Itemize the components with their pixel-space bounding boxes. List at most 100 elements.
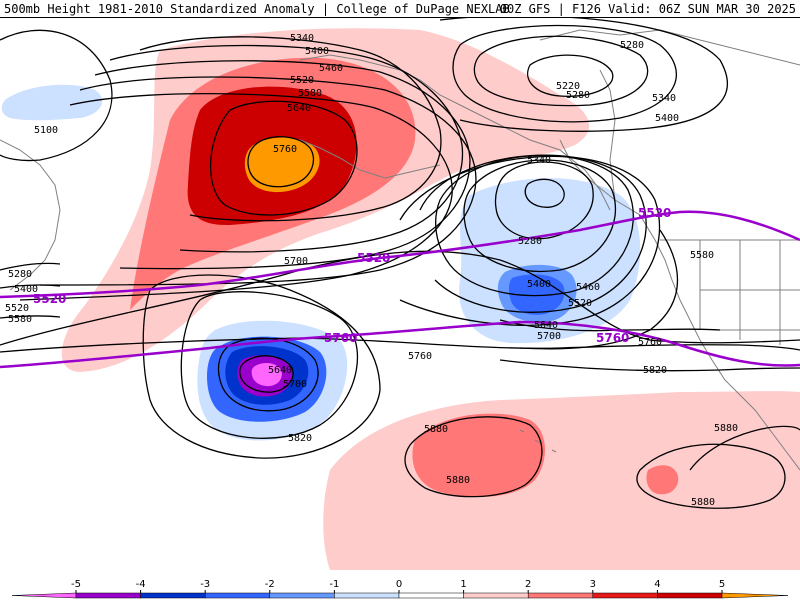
- contour-5400-w: [0, 284, 61, 289]
- height-label: 5400: [655, 113, 679, 124]
- contour-5760-ridge: [247, 136, 315, 188]
- contour-5700-cutoff: [217, 337, 319, 412]
- height-label: 5880: [714, 423, 738, 434]
- height-label: 5280: [566, 90, 590, 101]
- height-label: 5760: [273, 144, 297, 155]
- legend-bin: [140, 592, 206, 599]
- height-label: 5820: [643, 365, 667, 376]
- contour-5460: [94, 60, 471, 270]
- legend-tick-label: 0: [396, 579, 402, 590]
- reference-line-5520: [0, 210, 800, 299]
- contour-5640-cutoff: [239, 355, 294, 393]
- height-label: 5880: [691, 497, 715, 508]
- height-label: 5640: [268, 365, 292, 376]
- legend-tick-label: 1: [460, 579, 466, 590]
- positive-anomaly-4sd: [244, 137, 320, 193]
- height-label: 5520: [568, 298, 592, 309]
- contour-5640: [209, 100, 358, 216]
- height-label: 5340: [652, 93, 676, 104]
- contour-5280-ne: [473, 35, 649, 107]
- height-label: 5100: [34, 125, 58, 136]
- legend-tick-label: 2: [525, 579, 531, 590]
- legend-ticks: -5 -4 -3 -2 -1 0 1 2 3 4 5: [71, 579, 725, 593]
- hawaii-islands: [519, 429, 557, 453]
- contour-5520: [39, 76, 477, 286]
- legend-bin: [657, 592, 723, 599]
- reference-label-5760: 5760: [324, 331, 357, 345]
- contour-5460-trough: [419, 154, 647, 313]
- negative-anomaly-west: [1, 84, 103, 121]
- arctic-coast: [539, 29, 800, 66]
- reference-label-5760: 5760: [596, 331, 629, 345]
- aleutian-chain: [299, 139, 441, 179]
- kamchatka-coast: [0, 139, 61, 291]
- contour-5220-ne: [527, 54, 614, 97]
- contour-5280-w: [0, 262, 61, 271]
- legend-bin: [592, 592, 658, 599]
- contour-trough-inner: [524, 178, 565, 208]
- height-label: 5340: [290, 33, 314, 44]
- alaska-coast: [299, 54, 611, 211]
- contour-5820-cutoff: [142, 274, 381, 459]
- contour-5340: [139, 36, 442, 222]
- reference-label-5520: 5520: [357, 251, 390, 265]
- legend-bin: [269, 592, 335, 599]
- height-label: 5640: [287, 103, 311, 114]
- contour-5340-trough: [463, 159, 617, 273]
- reference-label-5520: 5520: [638, 206, 671, 220]
- contour-5400-ne: [439, 18, 728, 132]
- legend-tick-label: 3: [590, 579, 596, 590]
- us-west-coast: [689, 319, 800, 471]
- product-title: 500mb Height 1981-2010 Standardized Anom…: [4, 2, 510, 16]
- height-label: 5340: [527, 155, 551, 166]
- height-label: 5880: [424, 424, 448, 435]
- reference-label-5520: 5520: [33, 292, 66, 306]
- height-label: 5400: [14, 284, 38, 295]
- contour-5880-b: [636, 443, 786, 509]
- contour-5340-ne: [452, 24, 677, 123]
- height-label: 5220: [556, 81, 580, 92]
- contour-labels: 5340 5400 5460 5520 5580 5640 5760 5100 …: [5, 33, 738, 508]
- legend-bin: [463, 592, 529, 599]
- reference-line-5760: [0, 320, 800, 369]
- legend-tick-label: -4: [136, 579, 146, 590]
- contour-5880-c: [689, 425, 800, 471]
- height-label: 5700: [284, 256, 308, 267]
- contour-5280-trough: [494, 161, 594, 240]
- height-label: 5580: [690, 250, 714, 261]
- height-label: 5580: [8, 314, 32, 325]
- contour-5100: [0, 29, 113, 162]
- height-contours: [0, 18, 800, 509]
- color-scale-legend: -5 -4 -3 -2 -1 0 1 2 3 4 5: [0, 570, 800, 600]
- negative-anomaly-small: [534, 180, 561, 201]
- height-label: 5400: [305, 46, 329, 57]
- legend-bin: [527, 592, 594, 599]
- height-label: 5460: [319, 63, 343, 74]
- positive-anomaly-south-2sd-b: [646, 465, 679, 495]
- height-label: 5280: [8, 269, 32, 280]
- legend-tick-label: 4: [654, 579, 660, 590]
- legend-tick-label: 5: [719, 579, 725, 590]
- height-label: 5400: [527, 279, 551, 290]
- legend-tick-label: -5: [71, 579, 81, 590]
- contour-5880-a: [404, 416, 543, 498]
- contour-5580-w: [0, 315, 61, 319]
- height-label: 5700: [283, 379, 307, 390]
- legend-bin: [11, 592, 77, 599]
- height-label: 5640: [534, 320, 558, 331]
- reference-lines: [0, 210, 800, 369]
- negative-anomaly-c-5sd: [251, 362, 282, 387]
- height-label: 5580: [298, 88, 322, 99]
- height-label: 5520: [5, 303, 29, 314]
- valid-time: 00Z GFS | F126 Valid: 06Z SUN MAR 30 202…: [499, 2, 796, 16]
- height-label: 5880: [446, 475, 470, 486]
- legend-tick-label: -2: [265, 579, 275, 590]
- legend-bin: [75, 592, 141, 599]
- contour-5400: [109, 44, 464, 253]
- height-label: 5760: [638, 337, 662, 348]
- legend-bin: [721, 592, 789, 599]
- legend-bins: [11, 592, 789, 599]
- legend-bin: [204, 592, 271, 599]
- height-label: 5520: [290, 75, 314, 86]
